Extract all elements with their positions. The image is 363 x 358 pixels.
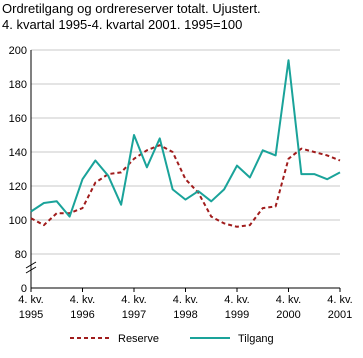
chart-subtitle: 4. kvartal 1995-4. kvartal 2001. 1995=10… bbox=[2, 17, 242, 32]
y-tick-label: 160 bbox=[9, 113, 27, 125]
y-tick-label: 140 bbox=[9, 147, 27, 159]
line-series bbox=[30, 144, 341, 228]
x-tick-label: 4. kv. bbox=[121, 294, 146, 306]
x-tick-label: 4. kv. bbox=[276, 294, 301, 306]
x-tick-label: 4. kv. bbox=[224, 294, 249, 306]
x-tick-label: 1997 bbox=[122, 309, 146, 321]
y-tick-label: 100 bbox=[9, 215, 27, 227]
y-tick-label: 120 bbox=[9, 181, 27, 193]
x-tick-label: 4. kv. bbox=[18, 294, 43, 306]
y-tick-label: 180 bbox=[9, 79, 27, 91]
line-series bbox=[30, 59, 341, 218]
x-tick-label: 1996 bbox=[70, 309, 94, 321]
x-tick-label: 4. kv. bbox=[327, 294, 352, 306]
x-tick-label: 2001 bbox=[328, 309, 352, 321]
x-tick-label: 4. kv. bbox=[70, 294, 95, 306]
x-tick-label: 4. kv. bbox=[173, 294, 198, 306]
x-tick-label: 2000 bbox=[276, 309, 300, 321]
y-break-label: 0 bbox=[21, 283, 27, 295]
legend-label: Reserve bbox=[118, 333, 159, 345]
x-tick-label: 1998 bbox=[173, 309, 197, 321]
chart-title: Ordretilgang og ordrereserver totalt. Uj… bbox=[2, 1, 261, 16]
legend-label: Tilgang bbox=[238, 333, 274, 345]
y-tick-label: 80 bbox=[15, 249, 27, 261]
x-tick-label: 1999 bbox=[225, 309, 249, 321]
x-tick-label: 1995 bbox=[19, 309, 43, 321]
y-tick-label: 200 bbox=[9, 45, 27, 57]
